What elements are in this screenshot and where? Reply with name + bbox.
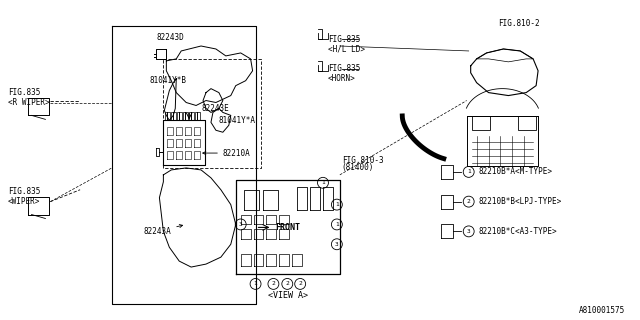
- Text: FIG.810-3: FIG.810-3: [342, 156, 383, 164]
- Text: <WIPER>: <WIPER>: [8, 197, 40, 206]
- Text: <R WIPER>: <R WIPER>: [8, 98, 49, 107]
- Text: 1: 1: [335, 202, 339, 207]
- Text: 1: 1: [467, 169, 470, 174]
- Text: 3: 3: [239, 222, 243, 227]
- Text: FIG.835: FIG.835: [8, 187, 40, 196]
- Text: 1: 1: [253, 281, 257, 286]
- Text: 3: 3: [335, 242, 339, 247]
- Text: 82243E: 82243E: [201, 104, 228, 113]
- Text: 82243A: 82243A: [143, 225, 182, 236]
- Text: 82243D: 82243D: [156, 33, 184, 42]
- Text: FRONT: FRONT: [275, 223, 300, 232]
- Text: FIG.810-2: FIG.810-2: [499, 19, 540, 28]
- Text: 82210A: 82210A: [203, 148, 251, 157]
- Text: 82210B*A<M-TYPE>: 82210B*A<M-TYPE>: [479, 167, 552, 176]
- Text: FIG.835: FIG.835: [328, 35, 360, 44]
- Text: 2: 2: [285, 281, 289, 286]
- Text: 2: 2: [467, 199, 470, 204]
- Text: 82210B*B<LPJ-TYPE>: 82210B*B<LPJ-TYPE>: [479, 197, 562, 206]
- Text: FIG.835: FIG.835: [328, 64, 360, 73]
- Text: 2: 2: [298, 281, 302, 286]
- Text: 1: 1: [321, 180, 325, 185]
- Text: (81400): (81400): [342, 164, 374, 172]
- Text: <VIEW A>: <VIEW A>: [268, 291, 308, 300]
- Text: 82210B*C<A3-TYPE>: 82210B*C<A3-TYPE>: [479, 227, 557, 236]
- Text: 81041Y*B: 81041Y*B: [150, 76, 186, 85]
- Text: 2: 2: [271, 281, 275, 286]
- Text: A810001575: A810001575: [579, 306, 625, 315]
- Text: 1: 1: [335, 222, 339, 227]
- Polygon shape: [518, 116, 536, 130]
- Polygon shape: [472, 116, 490, 130]
- Text: 81041Y*A: 81041Y*A: [219, 116, 256, 125]
- Text: <HORN>: <HORN>: [328, 74, 356, 83]
- Text: <H/L LD>: <H/L LD>: [328, 44, 365, 53]
- Text: FIG.835: FIG.835: [8, 88, 40, 97]
- Text: 3: 3: [467, 229, 470, 234]
